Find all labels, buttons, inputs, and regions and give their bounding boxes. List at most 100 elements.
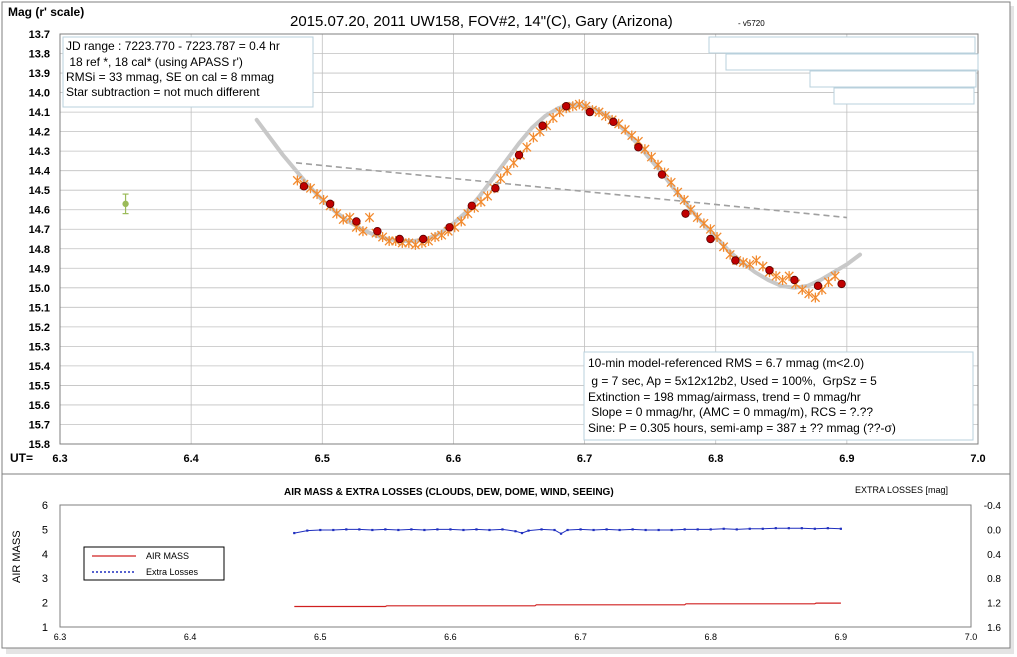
binned-point <box>609 117 618 127</box>
extra-losses-point <box>761 527 764 530</box>
left-tick-label: 1 <box>42 622 48 634</box>
extra-losses-point <box>449 528 452 531</box>
extra-losses-series <box>293 527 842 535</box>
extra-losses-point <box>345 528 348 531</box>
info-box-frame <box>583 351 974 441</box>
info-line-exposure: g = 7 sec, Ap = 5x12x12b2, Used = 100%, … <box>588 374 877 388</box>
y-tick-label: 13.8 <box>29 49 50 61</box>
extra-losses-point <box>800 527 803 530</box>
extra-losses-point <box>735 528 738 531</box>
y-tick-label: 15.7 <box>29 419 50 431</box>
extra-losses-point <box>488 528 491 532</box>
binned-point <box>299 182 309 191</box>
extra-losses-point <box>397 528 400 532</box>
y-tick-label: 15.4 <box>29 361 51 373</box>
binned-point <box>514 150 524 160</box>
x-tick-label: 6.6 <box>446 453 461 465</box>
x-tick-label: 6.5 <box>314 632 327 642</box>
binned-point <box>837 279 846 289</box>
asterisk-point <box>495 173 506 184</box>
asterisk-point <box>358 226 368 237</box>
airmass-line <box>294 602 841 608</box>
binned-point <box>813 281 823 291</box>
top-y-tick-labels: 13.7 13.8 13.9 14.0 14.1 14.2 14.3 14.4 14.5 14.6… <box>29 29 51 451</box>
asterisk-point <box>666 177 676 188</box>
right-tick-label: 0.8 <box>987 574 1001 585</box>
legend-box <box>833 87 975 105</box>
binned-point <box>562 102 571 111</box>
binned-point <box>491 184 500 193</box>
extra-losses-point <box>462 528 465 532</box>
left-tick-label: 3 <box>42 573 48 585</box>
asterisk-point <box>436 230 447 241</box>
x-tick-label: 6.7 <box>577 453 592 465</box>
asterisk-point <box>338 214 348 225</box>
y-tick-label: 14.0 <box>29 88 50 100</box>
x-tick-label: 6.6 <box>444 632 457 642</box>
extra-losses-point <box>436 528 439 531</box>
bottom-left-axis-label: AIR MASS <box>11 530 23 583</box>
y-tick-label: 14.5 <box>29 185 50 197</box>
x-tick-label: 6.8 <box>704 632 717 642</box>
top-y-axis-label: Mag (r' scale) <box>8 5 84 19</box>
extra-losses-point <box>501 528 504 531</box>
extra-losses-point <box>631 528 634 531</box>
asterisk-point <box>364 212 375 223</box>
asterisk-point <box>646 152 657 162</box>
binned-point <box>352 217 361 226</box>
asterisk-point <box>292 175 303 186</box>
bottom-chart-title: AIR MASS & EXTRA LOSSES (CLOUDS, DEW, DO… <box>284 487 614 498</box>
asterisk-point <box>574 99 584 110</box>
errorbar-point <box>122 193 129 215</box>
info-line-rms: RMSi = 33 mmag, SE on cal = 8 mmag <box>66 70 274 84</box>
y-tick-label: 14.4 <box>29 166 51 178</box>
extra-losses-point <box>605 528 608 531</box>
asterisk-point <box>679 194 689 205</box>
right-tick-label: 0.4 <box>987 550 1001 561</box>
right-tick-label: 1.6 <box>987 623 1001 634</box>
airmass-series <box>294 602 841 608</box>
y-tick-label: 15.3 <box>29 341 50 353</box>
right-tick-label: -0.4 <box>984 501 1002 512</box>
y-tick-label: 14.7 <box>29 224 50 236</box>
binned-point <box>790 275 799 285</box>
asterisk-point <box>830 271 840 282</box>
asterisk-point <box>456 216 466 227</box>
extra-losses-point <box>520 531 524 535</box>
left-tick-label: 4 <box>42 549 48 561</box>
asterisk-point <box>509 157 519 168</box>
binned-point <box>467 201 476 211</box>
extra-losses-point <box>696 528 699 531</box>
binned-point <box>765 266 774 275</box>
trend-line <box>295 162 847 219</box>
y-tick-label: 15.0 <box>29 283 50 295</box>
info-box-bottom-right: 10-min model-referenced RMS = 6.7 mmag (… <box>583 351 974 441</box>
extra-losses-point <box>306 529 309 532</box>
extra-losses-point <box>579 528 582 531</box>
info-line-star-subtraction: Star subtraction = not much different <box>66 85 260 99</box>
info-line-extinction: Extinction = 198 mmag/airmass, trend = 0… <box>588 390 861 404</box>
extra-losses-point <box>423 528 426 532</box>
legend-box <box>708 36 976 54</box>
asterisk-point <box>705 224 716 235</box>
legend-losses-label: Extra Losses <box>146 567 199 577</box>
extra-losses-point <box>748 527 751 530</box>
trend-dashed-line <box>295 162 847 219</box>
y-tick-label: 13.9 <box>29 68 50 80</box>
binned-point <box>538 121 547 130</box>
extra-losses-point <box>592 528 595 532</box>
extra-losses-point <box>293 531 296 535</box>
x-tick-label: 6.9 <box>835 632 848 642</box>
top-x-tick-labels: 6.3 6.4 6.5 6.6 6.7 6.8 6.9 7.0 <box>52 453 985 465</box>
info-line-refs: 18 ref *, 18 cal* (using APASS r') <box>66 55 243 69</box>
extra-losses-point <box>722 527 725 530</box>
info-box-top-left: JD range : 7223.770 - 7223.787 = 0.4 hr … <box>62 36 314 108</box>
left-tick-label: 5 <box>42 524 48 536</box>
extra-losses-point <box>384 528 387 531</box>
info-line-sine: Sine: P = 0.305 hours, semi-amp = 387 ± … <box>588 421 896 435</box>
y-tick-label: 14.6 <box>29 205 50 217</box>
asterisk-point <box>568 101 578 112</box>
extra-losses-point <box>644 528 647 532</box>
y-tick-label: 14.8 <box>29 244 50 256</box>
extra-losses-point <box>670 528 673 532</box>
